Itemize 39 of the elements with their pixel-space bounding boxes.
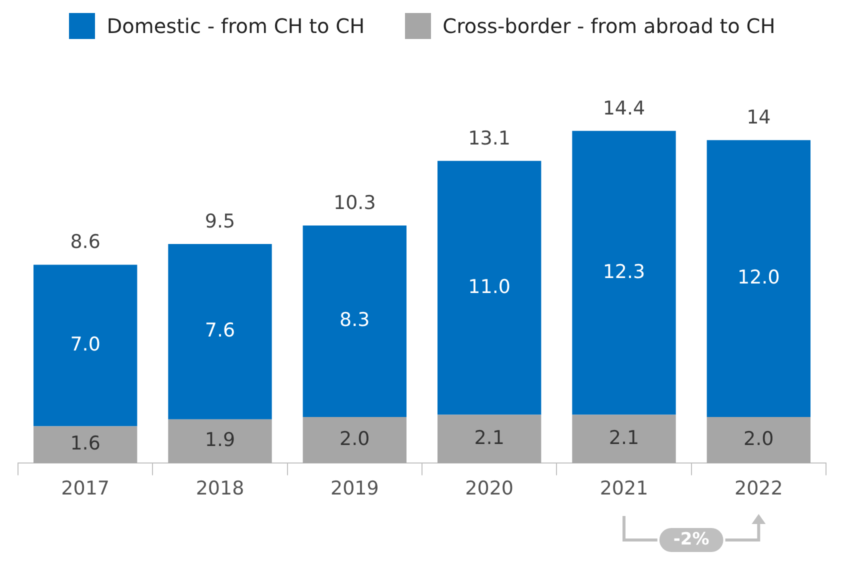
- data-label: 7.6: [204, 320, 236, 342]
- data-label: 8.3: [340, 309, 370, 332]
- data-label: 2.1: [608, 426, 640, 449]
- x-tick-label: 2017: [61, 478, 110, 500]
- data-label: 2.1: [474, 426, 504, 449]
- x-tick-label: 2019: [330, 478, 379, 500]
- data-label: 11.0: [468, 276, 510, 298]
- legend-label: Domestic - from CH to CH: [106, 14, 365, 38]
- text: -2%: [673, 529, 710, 550]
- bar: [437, 414, 542, 464]
- bar: [572, 414, 676, 464]
- bar: [168, 419, 272, 464]
- data-label: 2.0: [340, 428, 370, 450]
- data-label: 12.0: [738, 266, 780, 289]
- total-label: 8.6: [70, 231, 100, 254]
- total-label: 14.4: [602, 97, 646, 120]
- bar: [33, 264, 138, 426]
- total-label: 13.1: [468, 127, 510, 150]
- data-label: 12.3: [602, 260, 646, 283]
- legend-label: Cross-border - from abroad to CH: [442, 14, 776, 38]
- total-label: 10.3: [334, 192, 376, 214]
- bar: [572, 130, 676, 415]
- bar: [706, 417, 811, 464]
- total-label: 9.5: [204, 210, 236, 232]
- total-label: 14: [746, 106, 771, 129]
- bar: [302, 226, 407, 418]
- bar: [302, 417, 407, 464]
- data-label: 1.9: [204, 429, 236, 452]
- bar: [437, 160, 542, 415]
- bar: [706, 140, 811, 418]
- data-label: 1.6: [70, 432, 100, 455]
- data-label: 7.0: [70, 333, 100, 356]
- bar: [168, 244, 272, 420]
- bar: [33, 426, 138, 464]
- data-label: 2.0: [744, 428, 774, 450]
- x-tick-label: 2021: [600, 478, 648, 500]
- x-tick-label: 2020: [465, 478, 514, 500]
- x-tick-label: 2018: [196, 478, 244, 500]
- x-tick-label: 2022: [734, 478, 783, 500]
